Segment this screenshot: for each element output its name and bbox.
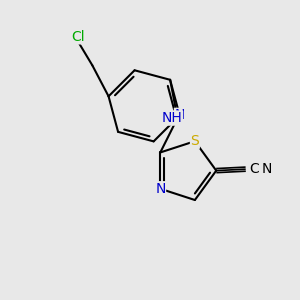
Text: S: S xyxy=(190,134,199,148)
Text: N: N xyxy=(155,182,166,196)
Text: Cl: Cl xyxy=(71,30,85,44)
Text: C: C xyxy=(249,162,259,176)
Text: NH: NH xyxy=(162,111,183,125)
Text: N: N xyxy=(175,108,185,122)
Text: N: N xyxy=(262,161,272,176)
